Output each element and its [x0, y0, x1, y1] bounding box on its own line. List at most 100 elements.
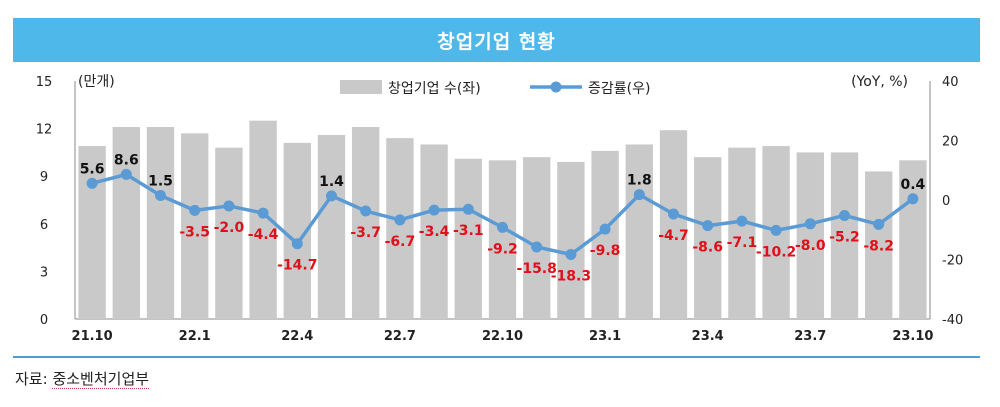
data-label: -6.7: [385, 234, 416, 250]
data-label: -3.1: [453, 223, 484, 239]
line-point: [736, 215, 748, 227]
data-label: -3.4: [419, 224, 450, 240]
data-label: -4.7: [658, 228, 689, 244]
bar: [523, 157, 551, 319]
x-tick-label: 23.10: [892, 329, 933, 344]
x-tick-label: 22.7: [384, 329, 416, 344]
data-label: 1.8: [627, 173, 652, 189]
bar: [728, 147, 756, 319]
x-tick-label: 21.10: [72, 329, 113, 344]
chart-title-bar: 창업기업 현황: [13, 18, 980, 62]
bar: [317, 134, 346, 319]
line-point: [839, 209, 850, 221]
data-label: 0.4: [900, 177, 925, 193]
y-right-unit-label: (YoY, %): [851, 74, 908, 90]
y-left-unit-label: (만개): [78, 74, 115, 90]
y-right-tick-label: -20: [942, 254, 963, 269]
line-point: [428, 204, 440, 216]
data-label: -3.7: [350, 225, 381, 241]
line-point: [155, 190, 166, 202]
line-point: [702, 220, 714, 232]
x-tick-label: 23.4: [692, 329, 724, 344]
bar: [420, 144, 448, 319]
line-point: [804, 218, 816, 230]
y-left-tick-label: 6: [40, 218, 48, 233]
line-point: [326, 190, 337, 202]
line-point: [223, 200, 235, 212]
y-left-tick-label: 3: [40, 265, 48, 280]
data-label: 1.4: [319, 174, 344, 190]
line-point: [291, 238, 303, 250]
line-point: [531, 241, 543, 253]
bar: [488, 160, 517, 319]
bottom-divider: [13, 356, 980, 358]
data-label: -2.0: [214, 220, 245, 236]
line-point: [873, 218, 885, 230]
y-right-tick-label: -40: [942, 313, 963, 328]
data-label: -9.8: [590, 243, 621, 259]
x-tick-label: 22.10: [482, 329, 523, 344]
line-point: [668, 208, 679, 220]
source-org: 중소벤처기업부: [52, 370, 150, 389]
legend-bar-label: 창업기업 수(좌): [388, 81, 481, 97]
y-right-tick-label: 20: [942, 135, 959, 150]
bar: [352, 127, 380, 319]
bar: [181, 133, 209, 319]
line-point: [599, 223, 611, 235]
line-point: [633, 189, 645, 201]
line-point: [462, 203, 474, 215]
data-label: -8.0: [795, 238, 826, 254]
bar: [625, 144, 653, 319]
line-point: [907, 193, 919, 205]
line-point: [394, 214, 406, 226]
data-label: -8.6: [692, 240, 723, 256]
y-left-tick-label: 12: [36, 123, 53, 138]
legend-line-marker: [550, 81, 562, 93]
line-point: [360, 205, 372, 217]
bar: [78, 146, 106, 319]
data-label: -5.2: [829, 229, 860, 245]
bar: [112, 127, 140, 319]
data-label: -3.5: [179, 224, 210, 240]
line-point: [120, 168, 132, 180]
legend-bar-swatch: [340, 80, 382, 94]
y-right-tick-label: 0: [942, 194, 950, 209]
data-label: 8.6: [114, 152, 139, 168]
line-point: [497, 221, 508, 233]
bar: [796, 152, 824, 319]
line-point: [565, 248, 577, 260]
bar: [830, 152, 859, 319]
bar: [454, 158, 482, 319]
bar: [146, 127, 175, 319]
y-left-tick-label: 15: [36, 75, 53, 90]
bar: [557, 161, 585, 319]
data-label: -14.7: [277, 258, 317, 274]
data-label: -18.3: [551, 268, 591, 284]
data-label: -9.2: [487, 241, 518, 257]
bar: [215, 147, 243, 319]
source-prefix: 자료:: [15, 370, 48, 388]
y-left-tick-label: 0: [40, 313, 48, 328]
x-tick-label: 23.1: [589, 329, 621, 344]
y-right-tick-label: 40: [942, 75, 959, 90]
chart-title: 창업기업 현황: [437, 30, 556, 53]
bar: [386, 138, 414, 319]
line-point: [770, 224, 782, 236]
data-label: -4.4: [248, 227, 279, 243]
data-label: 1.5: [148, 174, 173, 190]
line-point: [189, 204, 201, 216]
x-tick-label: 22.4: [281, 329, 313, 344]
bar: [659, 130, 688, 319]
line-point: [86, 177, 98, 189]
source-note: 자료: 중소벤처기업부: [15, 368, 150, 389]
data-label: -8.2: [863, 238, 894, 254]
bar: [899, 160, 927, 319]
bar: [865, 171, 893, 319]
data-label: -7.1: [727, 235, 758, 251]
line-point: [257, 207, 269, 219]
data-label: -10.2: [756, 244, 796, 260]
data-label: -15.8: [517, 261, 557, 277]
bar: [694, 157, 722, 319]
legend-line-label: 증감률(우): [588, 81, 650, 97]
